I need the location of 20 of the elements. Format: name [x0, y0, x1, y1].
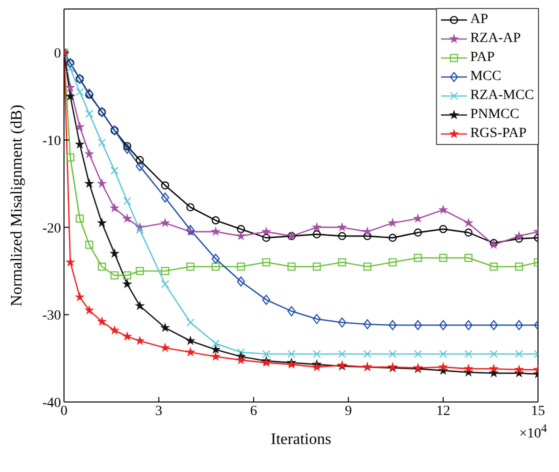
y-tick-label: -20	[42, 221, 61, 236]
y-tick-label: -40	[42, 396, 61, 411]
legend-label: RGS-PAP	[470, 126, 526, 142]
y-axis-title: Normalized Misalignment (dB)	[8, 104, 26, 306]
legend-label: MCC	[470, 68, 502, 84]
legend-label: PAP	[470, 50, 495, 66]
y-tick-label: -30	[42, 308, 61, 324]
legend-label: PNMCC	[470, 106, 520, 122]
x-tick-label: 15	[531, 404, 545, 419]
x-axis-title: Iterations	[270, 431, 332, 448]
x-tick-label: 12	[436, 404, 450, 419]
text: ×10$^{4}$	[519, 422, 547, 443]
x-tick-label: 9	[344, 404, 352, 419]
x-tick-label: 6	[250, 404, 258, 419]
y-tick-label: 0	[54, 46, 61, 62]
legend-label: AP	[470, 12, 488, 28]
legend-label: RZA-MCC	[470, 88, 534, 104]
x-tick-label: 3	[155, 404, 162, 419]
legend-label: RZA-AP	[470, 30, 521, 46]
y-tick-label: -10	[42, 134, 61, 149]
